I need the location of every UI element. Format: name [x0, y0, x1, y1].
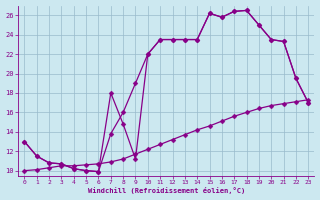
X-axis label: Windchill (Refroidissement éolien,°C): Windchill (Refroidissement éolien,°C) — [88, 187, 245, 194]
